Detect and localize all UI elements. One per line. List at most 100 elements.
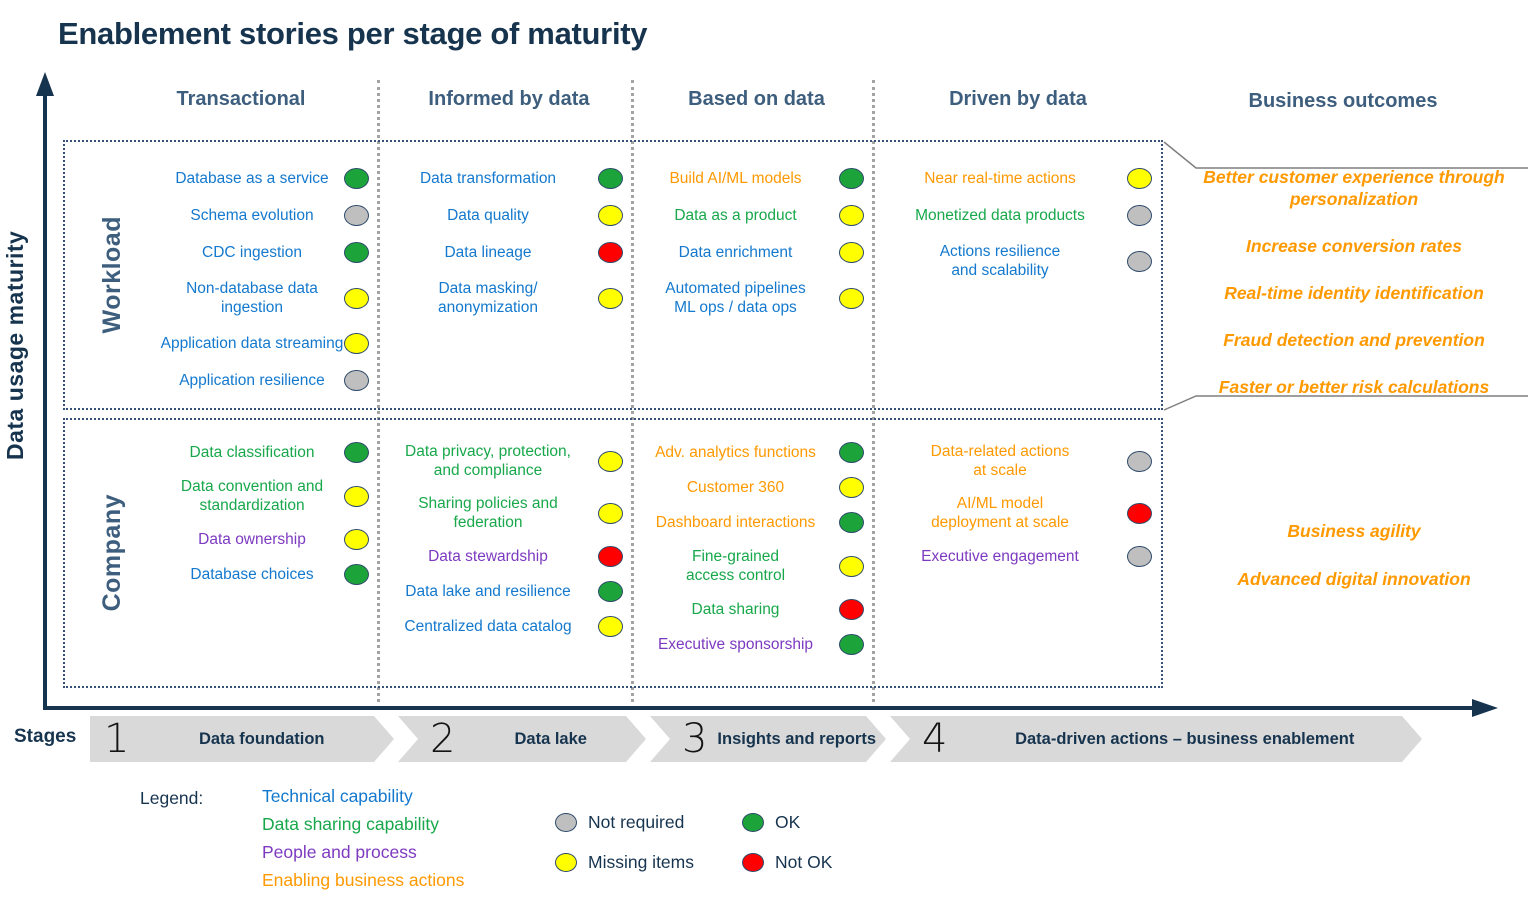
capability-item: Data-related actions at scale [873,442,1161,480]
status-dot [839,555,864,577]
capability-label: Schema evolution [190,207,314,224]
stage-label: Data-driven actions – business enablemen… [1015,729,1355,748]
capability-item: Data convention and standardization [160,477,378,515]
column-separator [377,80,380,702]
capability-label: Data masking/ anonymization [438,280,538,316]
capability-item: Build AI/ML models [632,168,873,189]
legend-status-not_required: Not required [555,812,694,833]
legend-status-ok: OK [742,812,832,833]
capability-label: Dashboard interactions [655,514,816,531]
legend-status-dot [742,853,764,872]
business-outcome: Faster or better risk calculations [1218,377,1490,397]
stage-label: Data foundation [198,729,325,748]
capability-label: Build AI/ML models [669,170,802,187]
y-axis-label: Data usage maturity [2,230,28,460]
stage-number: 1 [104,716,130,762]
capability-item: Automated pipelines ML ops / data ops [632,279,873,317]
capability-label: Adv. analytics functions [655,444,816,461]
status-dot [839,287,864,309]
capability-item: Sharing policies and federation [378,494,632,532]
capability-item: Database choices [160,564,378,585]
stages-label: Stages [14,726,77,747]
capability-label: Centralized data catalog [404,618,572,635]
column-separator [872,80,875,702]
status-dot [344,168,369,189]
status-dot [344,287,369,309]
capability-item: Data ownership [160,529,378,550]
column-header-informed-by-data: Informed by data [428,88,590,110]
capability-label: Data ownership [198,531,306,548]
stage-label: Data lake [514,729,587,748]
y-axis-arrowhead [36,72,54,96]
capability-item: Data classification [160,442,378,463]
status-dot [839,442,864,463]
capability-item: Data lineage [378,242,632,263]
business-outcome: Increase conversion rates [1246,236,1462,256]
status-dot [344,529,369,550]
cell-company-driven-by-data: Data-related actions at scale AI/ML model… [873,420,1161,686]
capability-item: Data enrichment [632,242,873,263]
legend-category-people: People and process [262,842,417,862]
capability-item: Non-database data ingestion [160,279,378,317]
status-dot [598,287,623,309]
legend-category-business: Enabling business actions [262,870,465,890]
capability-label: Database as a service [175,170,329,187]
capability-item: Application data streaming [160,333,378,354]
capability-item: Adv. analytics functions [632,442,873,463]
column-header-driven-by-data: Driven by data [949,88,1087,110]
status-dot [344,242,369,263]
status-dot [598,242,623,263]
cell-company-transactional: Data classification Data convention and s… [160,420,378,686]
capability-item: Schema evolution [160,205,378,226]
cell-workload-driven-by-data: Near real-time actions Monetized data pro… [873,142,1161,408]
business-outcome: Advanced digital innovation [1237,569,1471,589]
legend-category-sharing: Data sharing capability [262,814,440,834]
capability-label: Near real-time actions [924,170,1076,187]
capability-label: CDC ingestion [202,244,302,261]
capability-label: Executive sponsorship [657,636,814,653]
status-dot [598,502,623,524]
capability-label: Data lineage [444,244,532,261]
capability-item: Database as a service [160,168,378,189]
status-dot [598,581,623,602]
capability-item: Near real-time actions [873,168,1161,189]
status-dot [598,616,623,637]
status-dot [839,168,864,189]
outcomes-bracket-top [1163,141,1528,169]
status-dot [598,205,623,226]
capability-label: Sharing policies and federation [418,495,558,531]
status-dot [1127,168,1152,189]
status-dot [344,205,369,226]
cell-workload-informed-by-data: Data transformation Data quality Data line… [378,142,632,408]
capability-label: Monetized data products [915,207,1085,224]
capability-item: Centralized data catalog [378,616,632,637]
capability-label: Data as a product [674,207,797,224]
capability-label: Executive engagement [921,548,1079,565]
business-outcomes-workload: Better customer experience through perso… [1180,166,1528,398]
capability-label: Data convention and standardization [180,478,324,514]
business-outcome: Business agility [1287,521,1421,541]
company-box: Company Data classification Data conventi… [63,418,1163,688]
status-dot [598,546,623,567]
status-dot [1127,546,1152,567]
legend-statuses-right: OK Not OK [742,812,832,873]
capability-label: Customer 360 [686,479,785,496]
capability-label: Fine-grained access control [685,548,786,584]
status-dot [839,205,864,226]
capability-label: Data sharing [691,601,780,618]
capability-item: Data as a product [632,205,873,226]
outcomes-bracket-bottom [1163,395,1528,411]
stage-number: 3 [682,716,708,762]
status-dot [598,168,623,189]
legend-category-technical: Technical capability [262,786,413,806]
business-outcomes-company: Business agility Advanced digital innovat… [1180,520,1528,590]
capability-label: Application data streaming [160,335,344,352]
capability-label: Data-related actions at scale [930,443,1070,479]
capability-item: Actions resilience and scalability [873,242,1161,280]
status-dot [1127,502,1152,524]
cell-workload-transactional: Database as a service Schema evolution CDC… [160,142,378,408]
capability-item: Data privacy, protection, and compliance [378,442,632,480]
capability-label: AI/ML model deployment at scale [931,495,1069,531]
capability-label: Data quality [447,207,529,224]
status-dot [598,450,623,472]
